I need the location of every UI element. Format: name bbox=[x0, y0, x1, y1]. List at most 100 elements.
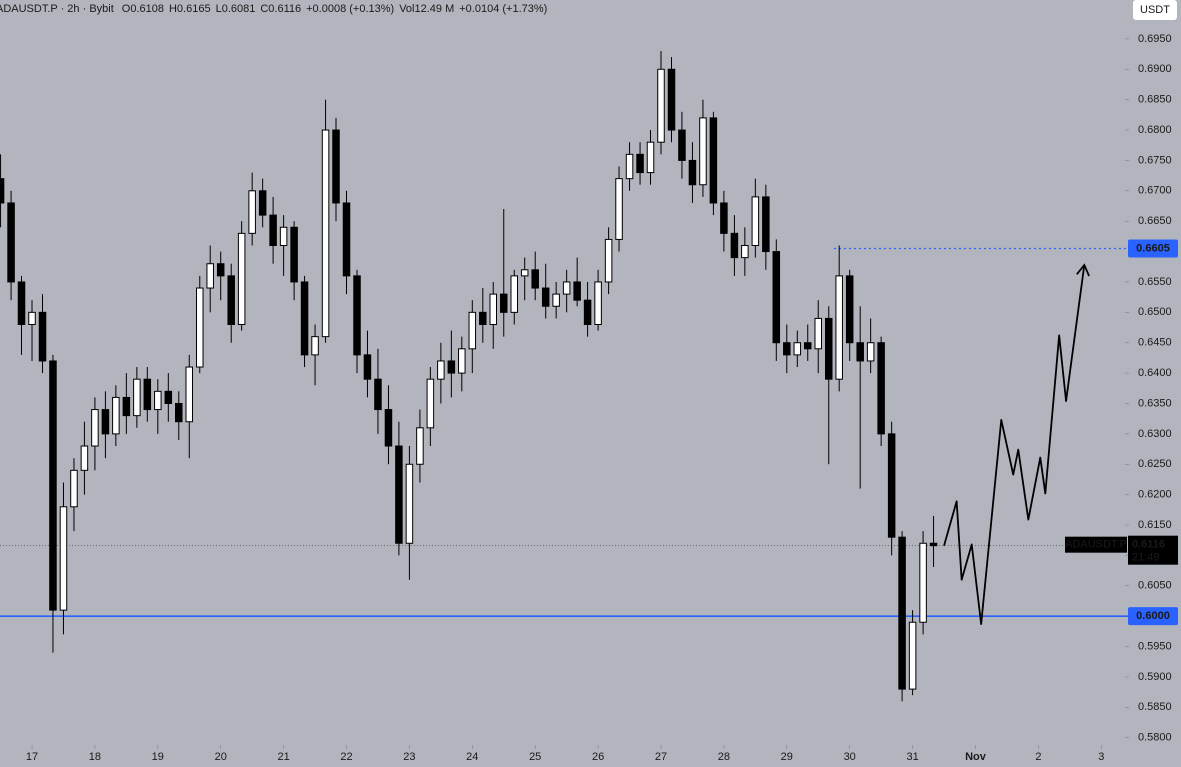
y-tick-label: 0.6550 bbox=[1138, 276, 1172, 288]
candle-body bbox=[720, 202, 728, 234]
candle-body bbox=[458, 348, 466, 374]
ohlc-stat: Vol12.49 M bbox=[399, 3, 454, 15]
x-tick-label: 25 bbox=[529, 751, 541, 763]
candle-body bbox=[604, 238, 613, 283]
y-tick-label: 0.6850 bbox=[1138, 94, 1172, 106]
candle-body bbox=[321, 129, 330, 338]
arrow-head bbox=[1076, 263, 1090, 277]
candle-body bbox=[866, 342, 875, 362]
y-tick-label: 0.6500 bbox=[1138, 306, 1172, 318]
candle-body bbox=[447, 360, 456, 374]
candle-body bbox=[374, 378, 382, 411]
candle-body bbox=[741, 244, 749, 259]
candle-body bbox=[269, 214, 277, 246]
y-tick-label: 0.5800 bbox=[1138, 732, 1172, 744]
candle-body bbox=[164, 390, 173, 404]
candle-body bbox=[499, 293, 508, 313]
candle-body bbox=[206, 263, 214, 289]
x-tick-label: 2 bbox=[1035, 751, 1041, 763]
ohlc-stat: +0.0008 (+0.13%) bbox=[306, 3, 394, 15]
x-tick-label: 20 bbox=[215, 751, 227, 763]
candle-body bbox=[0, 178, 5, 204]
candle-body bbox=[856, 342, 864, 362]
candle-body bbox=[520, 269, 529, 277]
candle-body bbox=[28, 311, 36, 325]
last-price-label: 0.6116 bbox=[1132, 539, 1165, 551]
candle-body bbox=[133, 378, 141, 417]
candle-body bbox=[552, 293, 560, 307]
candle-body bbox=[353, 275, 361, 356]
candle-body bbox=[908, 621, 917, 690]
candle-body bbox=[489, 293, 498, 325]
header: ADAUSDT.P · 2h · Bybit O0.6108 H0.6165 L0.… bbox=[0, 3, 547, 15]
y-tick-label: 0.5900 bbox=[1138, 671, 1172, 683]
candle-body bbox=[657, 68, 665, 143]
y-tick-label: 0.5950 bbox=[1138, 640, 1172, 652]
candle-body bbox=[154, 390, 162, 411]
candle-body bbox=[678, 129, 686, 161]
candle-body bbox=[405, 463, 414, 544]
candle-body bbox=[541, 287, 550, 307]
x-tick-label: 21 bbox=[277, 751, 289, 763]
candle-body bbox=[772, 251, 781, 344]
level-label-box bbox=[1128, 239, 1178, 258]
y-tick-label: 0.6300 bbox=[1138, 428, 1172, 440]
candle-body bbox=[803, 342, 812, 350]
x-tick-label: 22 bbox=[340, 751, 352, 763]
candle-body bbox=[929, 542, 938, 547]
candle-body bbox=[416, 427, 424, 465]
x-tick-label: 28 bbox=[718, 751, 730, 763]
candle-body bbox=[59, 506, 68, 611]
candle-body bbox=[594, 281, 602, 325]
candle-body bbox=[583, 299, 592, 325]
ohlc-stat: C0.6116 bbox=[260, 3, 301, 15]
countdown: 21:49 bbox=[1132, 552, 1160, 564]
y-tick-label: 0.5850 bbox=[1138, 701, 1172, 713]
candle-body bbox=[80, 445, 89, 471]
ohlc-stat: H0.6165 bbox=[169, 3, 211, 15]
candle-body bbox=[877, 342, 885, 435]
y-tick-label: 0.6200 bbox=[1138, 489, 1172, 501]
candle-body bbox=[175, 402, 183, 423]
ohlc-stat: O0.6108 bbox=[122, 3, 164, 15]
y-tick-label: 0.6650 bbox=[1138, 215, 1172, 227]
candle-body bbox=[730, 232, 739, 259]
candle-body bbox=[290, 226, 298, 283]
x-tick-label: 26 bbox=[592, 751, 604, 763]
candle-body bbox=[384, 409, 393, 447]
candle-body bbox=[143, 378, 152, 411]
plot bbox=[0, 51, 1129, 702]
candle-body bbox=[342, 202, 351, 277]
candle-body bbox=[562, 281, 571, 295]
level-label: 0.6000 bbox=[1136, 610, 1170, 622]
last-price-box bbox=[1128, 535, 1178, 565]
x-tick-label: 19 bbox=[152, 751, 164, 763]
candle-body bbox=[699, 117, 707, 186]
candle-body bbox=[531, 269, 539, 289]
x-tick-label: 30 bbox=[844, 751, 856, 763]
candle-body bbox=[783, 342, 791, 356]
y-tick-label: 0.6450 bbox=[1138, 337, 1172, 349]
symbol-tag-box bbox=[1065, 536, 1127, 553]
candle-body bbox=[216, 263, 225, 277]
candle-body bbox=[636, 153, 644, 174]
candle-body bbox=[227, 275, 235, 325]
candle-body bbox=[258, 190, 267, 216]
y-tick-label: 0.6900 bbox=[1138, 63, 1172, 75]
candle-body bbox=[919, 542, 927, 623]
y-tick-label: 0.6250 bbox=[1138, 458, 1172, 470]
y-tick-label: 0.6800 bbox=[1138, 124, 1172, 136]
candle-body bbox=[300, 281, 309, 356]
currency: USDT bbox=[1140, 4, 1170, 16]
x-tick-label: 31 bbox=[906, 751, 918, 763]
projection-path bbox=[943, 264, 1086, 625]
y-tick-label: 0.6750 bbox=[1138, 154, 1172, 166]
x-tick-label: Nov bbox=[965, 751, 987, 763]
candle-body bbox=[835, 275, 843, 380]
x-tick-label: 27 bbox=[655, 751, 667, 763]
candle-body bbox=[17, 281, 26, 325]
candle-body bbox=[49, 360, 57, 611]
